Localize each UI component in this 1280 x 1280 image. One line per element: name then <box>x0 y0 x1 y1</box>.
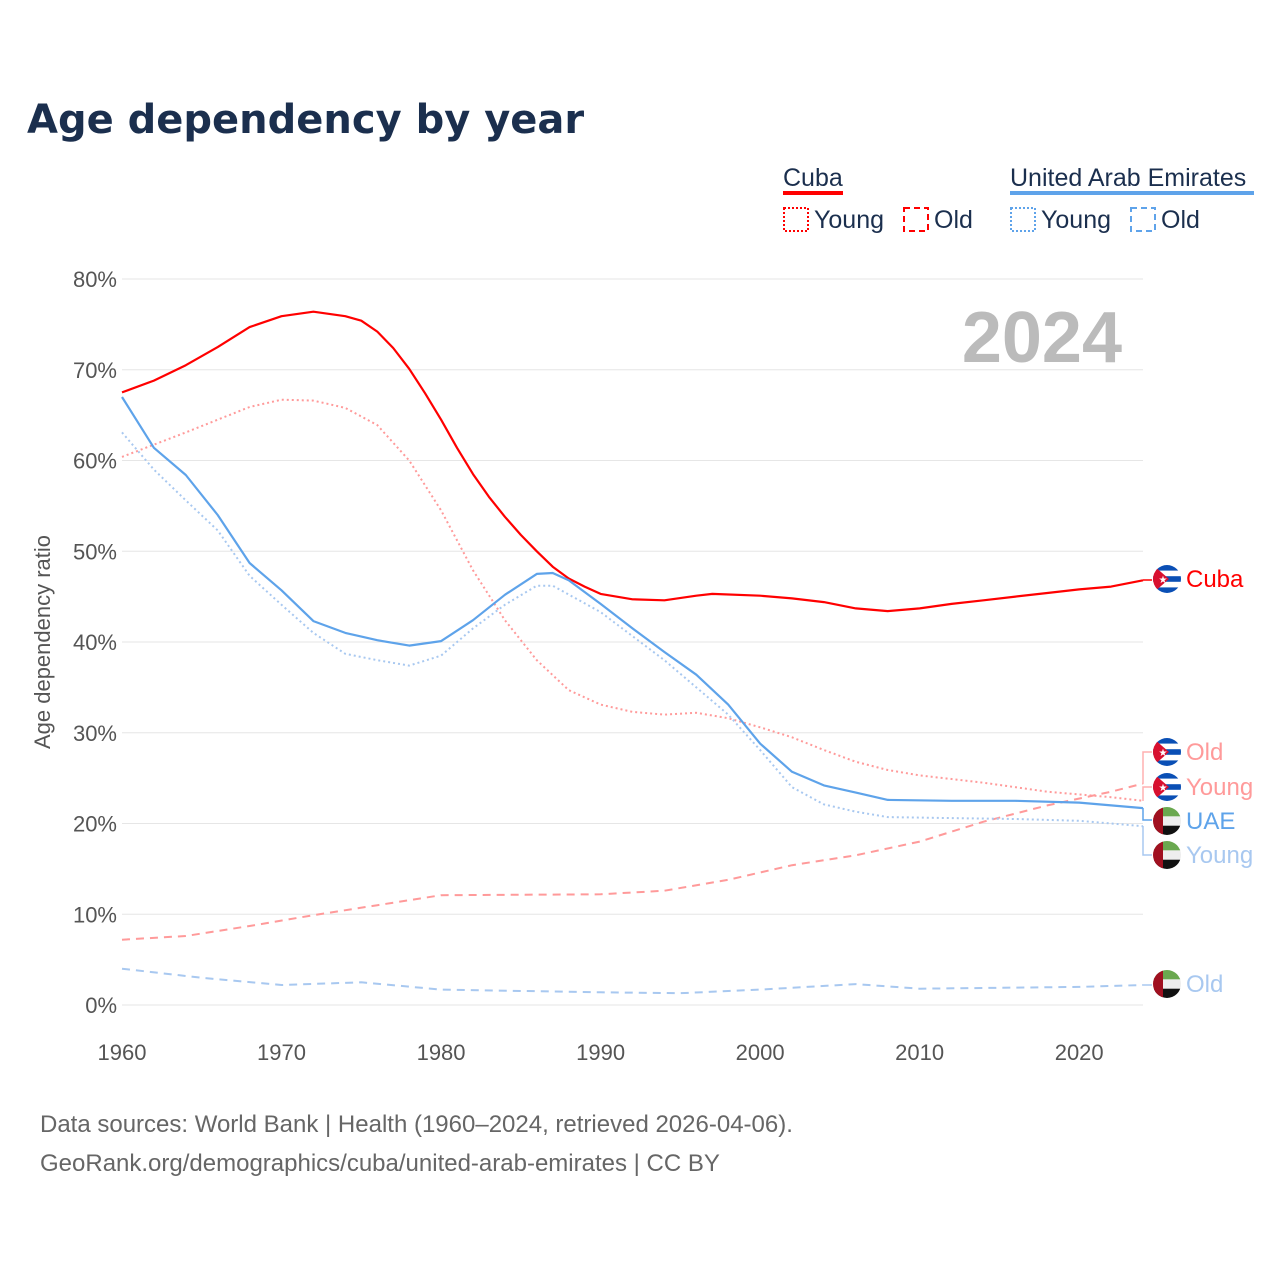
y-tick-label: 30% <box>73 721 117 746</box>
flag-cuba-icon <box>1153 773 1181 801</box>
y-tick-label: 20% <box>73 812 117 837</box>
y-tick-label: 80% <box>73 267 117 292</box>
legend-group-uae[interactable]: United Arab Emirates Young Old <box>1010 164 1254 234</box>
series-line-uae[interactable] <box>121 396 1144 810</box>
legend-group-cuba[interactable]: Cuba Young Old <box>783 164 973 234</box>
source-note: Data sources: World Bank | Health (1960–… <box>40 1111 793 1138</box>
end-label-uae: UAE <box>1186 808 1235 835</box>
legend-swatch-cuba <box>783 191 843 195</box>
series-line-cuba-old[interactable] <box>121 782 1144 941</box>
legend-swatch-uae-young <box>1010 207 1036 232</box>
flag-cuba-icon <box>1153 565 1181 593</box>
end-label-cuba: Cuba <box>1186 566 1244 593</box>
x-tick-label: 2020 <box>1055 1040 1104 1065</box>
series-line-cuba-young[interactable] <box>121 398 1144 802</box>
y-tick-label: 10% <box>73 902 117 927</box>
legend-title-cuba: Cuba <box>783 164 843 192</box>
grid <box>122 278 1143 1006</box>
flag-uae-icon <box>1153 841 1181 869</box>
year-watermark: 2024 <box>962 298 1122 378</box>
x-tick-label: 1970 <box>257 1040 306 1065</box>
y-axis: 0% 10% 20% 30% 40% 50% 60% 70% 80% <box>73 267 117 1018</box>
end-labels: Cuba Old Young UAE Young Old <box>1142 565 1253 998</box>
end-label-cuba-young: Young <box>1186 774 1253 801</box>
y-axis-label: Age dependency ratio <box>30 535 55 749</box>
end-label-uae-old: Old <box>1186 971 1223 998</box>
y-tick-label: 0% <box>85 993 117 1018</box>
legend-swatch-cuba-old <box>903 207 929 232</box>
y-tick-label: 60% <box>73 449 117 474</box>
legend-item-cuba-old[interactable]: Old <box>934 206 973 234</box>
legend-item-uae-young[interactable]: Young <box>1041 206 1111 234</box>
x-tick-label: 1980 <box>417 1040 466 1065</box>
legend-item-cuba-young[interactable]: Young <box>814 206 884 234</box>
series-line-uae-old[interactable] <box>121 967 1144 995</box>
x-tick-label: 1990 <box>576 1040 625 1065</box>
legend: Cuba Young Old United Arab Emirates Youn… <box>783 164 1254 234</box>
flag-uae-icon <box>1153 970 1181 998</box>
chart-title: Age dependency by year <box>27 97 584 143</box>
legend-item-uae-old[interactable]: Old <box>1161 206 1200 234</box>
y-tick-label: 40% <box>73 630 117 655</box>
flag-cuba-icon <box>1153 738 1181 766</box>
legend-swatch-uae <box>1010 191 1254 195</box>
series-line-uae-young[interactable] <box>121 431 1144 828</box>
y-tick-label: 50% <box>73 539 117 564</box>
series-lines <box>121 310 1144 995</box>
legend-swatch-cuba-young <box>783 207 809 232</box>
end-label-uae-young: Young <box>1186 842 1253 869</box>
y-tick-label: 70% <box>73 358 117 383</box>
x-tick-label: 2000 <box>736 1040 785 1065</box>
x-tick-label: 2010 <box>895 1040 944 1065</box>
legend-title-uae: United Arab Emirates <box>1010 164 1246 192</box>
x-tick-label: 1960 <box>98 1040 147 1065</box>
legend-swatch-uae-old <box>1130 207 1156 232</box>
end-label-cuba-old: Old <box>1186 739 1223 766</box>
x-axis: 1960 1970 1980 1990 2000 2010 2020 <box>98 1040 1104 1065</box>
flag-uae-icon <box>1153 807 1181 835</box>
source-link[interactable]: GeoRank.org/demographics/cuba/united-ara… <box>40 1150 720 1177</box>
series-line-cuba[interactable] <box>121 310 1144 613</box>
